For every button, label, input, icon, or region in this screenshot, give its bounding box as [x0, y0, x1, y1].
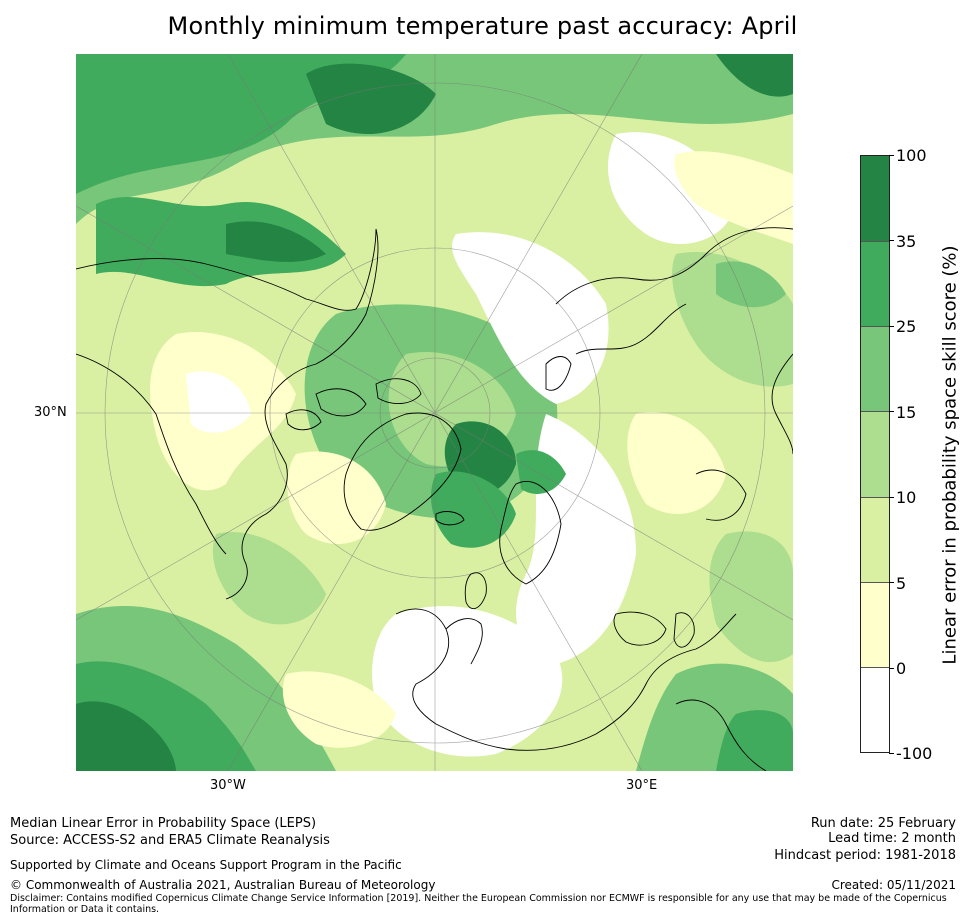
colorbar-tick: [889, 753, 894, 754]
colorbar-label: 35: [896, 232, 917, 251]
colorbar-label: 25: [896, 317, 917, 336]
colorbar-label: 100: [896, 146, 927, 165]
colorbar-label: -100: [896, 744, 933, 763]
colorbar-tick: [889, 582, 894, 584]
colorbar-tick: [889, 155, 894, 156]
colorbar-label: 5: [896, 574, 907, 593]
created-date: Created: 05/11/2021: [831, 878, 956, 892]
colorbar-tick: [889, 496, 894, 498]
colorbar-bin: [861, 496, 889, 582]
run-date: Run date: 25 February: [810, 816, 956, 831]
colorbar-bin: [861, 581, 889, 667]
colorbar-bin: [861, 326, 889, 412]
disclaimer-line-2: Information or Data it contains.: [10, 904, 160, 915]
lead-time: Lead time: 2 month: [828, 831, 956, 846]
hindcast-period: Hindcast period: 1981-2018: [774, 848, 956, 863]
colorbar-tick: [889, 325, 894, 327]
colorbar-bin: [861, 411, 889, 497]
colorbar-title: Linear error in probability space skill …: [939, 245, 961, 665]
footer-support: Supported by Climate and Oceans Support …: [10, 858, 402, 872]
colorbar: [860, 155, 890, 753]
colorbar-tick: [889, 667, 894, 669]
colorbar-bin: [861, 666, 889, 752]
footer-copyright: © Commonwealth of Australia 2021, Austra…: [10, 878, 436, 892]
colorbar-tick: [889, 240, 894, 242]
coastlines: [76, 227, 793, 771]
lat-label-30n: 30°N: [34, 405, 67, 420]
colorbar-label: 10: [896, 488, 917, 507]
chart-title: Monthly minimum temperature past accurac…: [167, 12, 798, 40]
colorbar-bin: [861, 241, 889, 327]
footer-leps: Median Linear Error in Probability Space…: [10, 816, 317, 831]
lon-label-30w: 30°W: [210, 778, 246, 793]
colorbar-bin: [861, 156, 889, 242]
lon-label-30e: 30°E: [626, 778, 658, 793]
graticule: [76, 54, 793, 771]
disclaimer-line-1: Disclaimer: Contains modified Copernicus…: [10, 893, 947, 904]
footer-disclaimer: Disclaimer: Contains modified Copernicus…: [10, 893, 950, 915]
colorbar-tick: [889, 411, 894, 413]
colorbar-label: 15: [896, 403, 917, 422]
polar-map: [76, 54, 793, 771]
colorbar-label: 0: [896, 659, 907, 678]
footer-source: Source: ACCESS-S2 and ERA5 Climate Reana…: [10, 833, 330, 848]
